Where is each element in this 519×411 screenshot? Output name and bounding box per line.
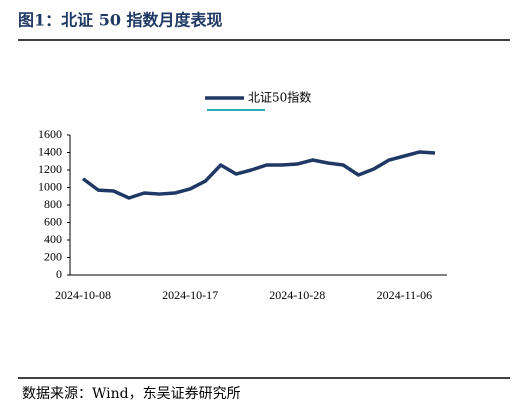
x-tick-label: 2024-11-06 (377, 288, 433, 302)
y-tick-label: 1600 (38, 127, 62, 141)
y-tick-label: 800 (44, 197, 62, 211)
y-tick-label: 0 (56, 267, 62, 281)
x-tick-label: 2024-10-08 (55, 288, 111, 302)
y-tick-label: 1000 (38, 179, 62, 193)
y-tick-label: 400 (44, 232, 62, 246)
y-tick-label: 200 (44, 249, 62, 263)
y-tick-label: 1400 (38, 144, 62, 158)
source: 数据来源：Wind，东吴证券研究所 (22, 386, 241, 402)
y-tick-label: 600 (44, 214, 62, 228)
title: 图1：北证 50 指数月度表现 (18, 11, 223, 30)
x-tick-label: 2024-10-28 (269, 288, 325, 302)
x-tick-label: 2024-10-17 (162, 288, 218, 302)
series-line (81, 150, 436, 200)
legend-label: 北证50指数 (248, 90, 311, 105)
y-tick-label: 1200 (38, 162, 62, 176)
